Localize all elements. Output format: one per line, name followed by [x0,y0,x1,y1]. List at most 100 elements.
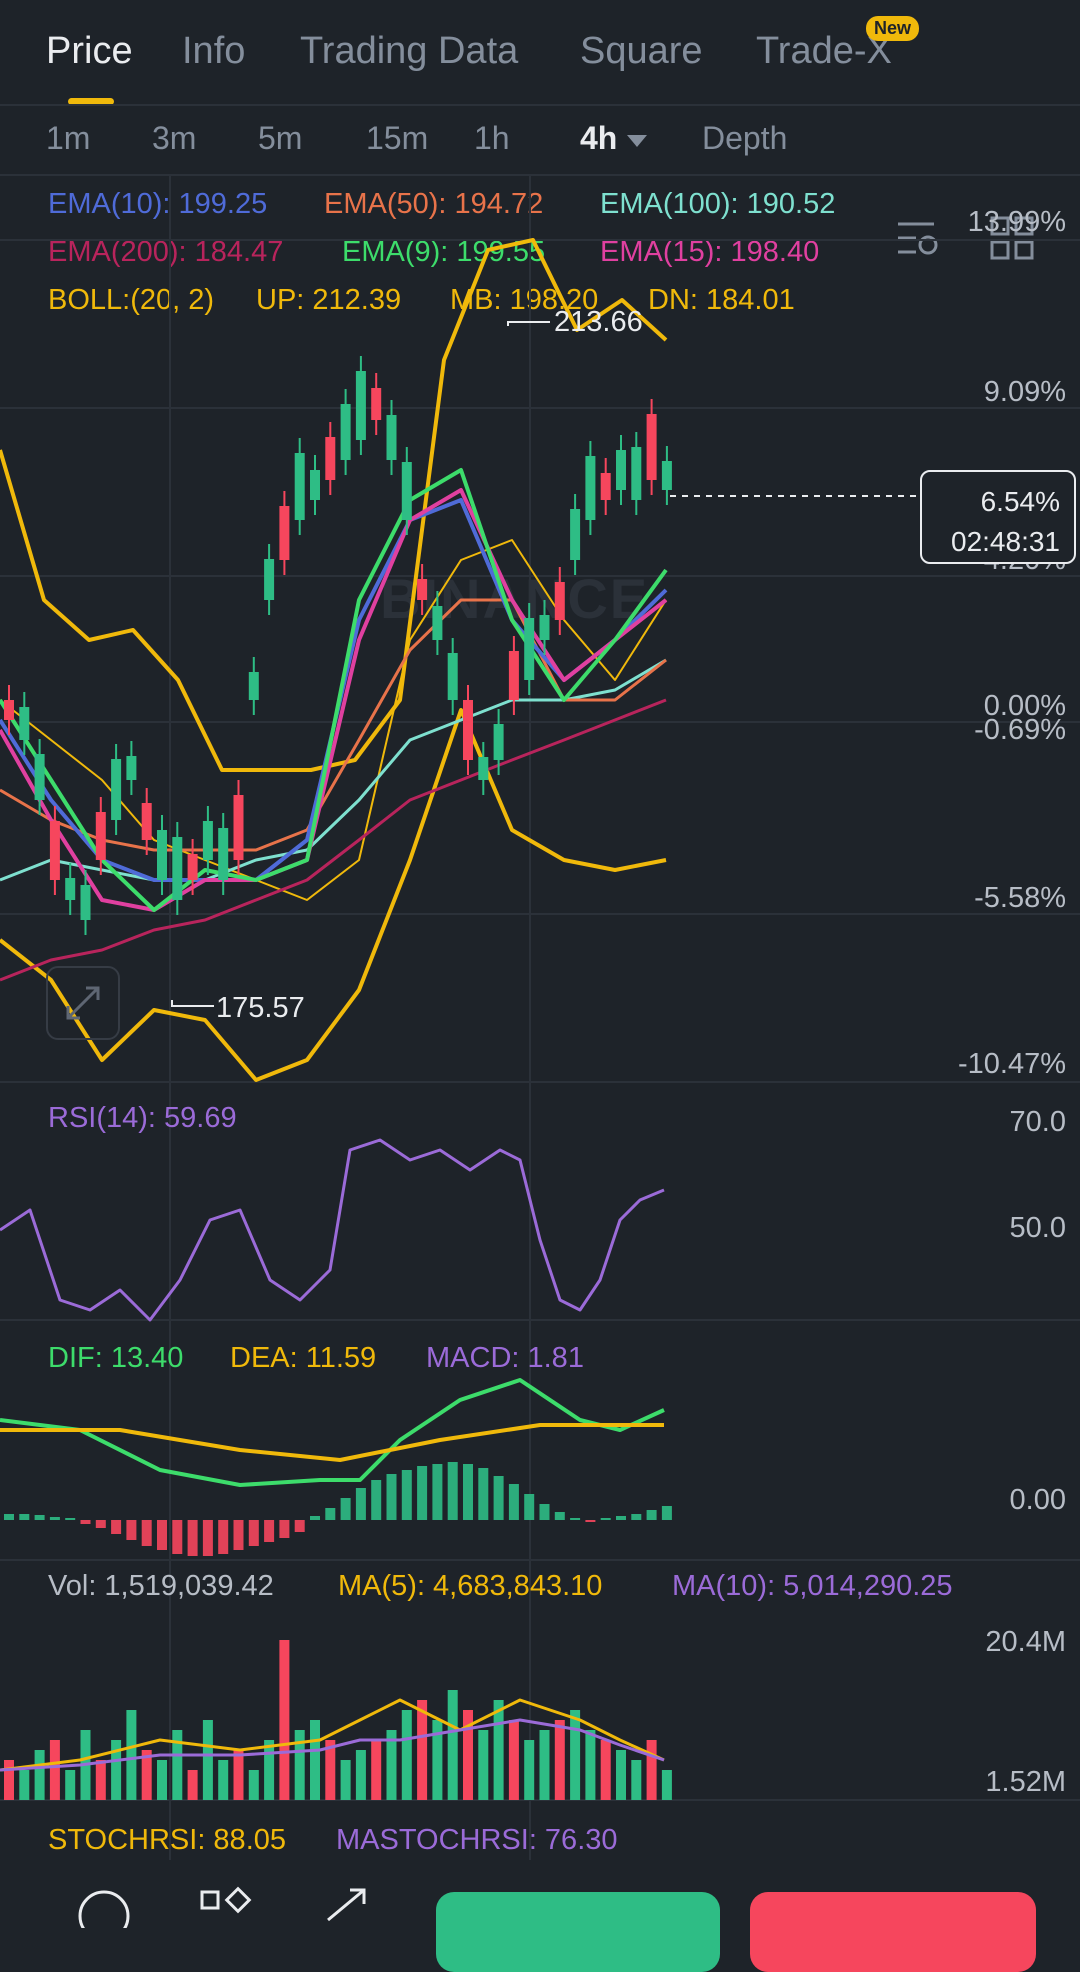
candle-body [49,821,60,880]
candle-body [248,672,259,700]
macd-histogram-bar [600,1518,611,1520]
chevron-down-icon [627,134,648,147]
bottom-action-bar [0,1866,1080,1928]
interval-5m[interactable]: 5m [258,120,303,156]
current-change: 6.54% [980,486,1060,517]
candle-body [65,878,76,900]
candle-body [233,795,244,860]
interval-depth[interactable]: Depth [702,120,788,156]
grid-layout-icon[interactable] [988,214,1036,262]
interval-4h[interactable]: 4h [580,120,648,157]
candle-body [463,700,473,760]
interval-15m[interactable]: 15m [366,120,429,156]
top-tabs: Price Info Trading Data Square Trade-X N… [0,0,1080,105]
candle-body [310,470,320,500]
macd-histogram-bar [80,1520,91,1524]
candle-body [4,700,14,720]
ema200-legend: EMA(200): 184.47 [48,236,284,268]
volume-bar [386,1730,397,1800]
macd-histogram-bar [570,1518,581,1520]
more-icon[interactable] [76,1888,132,1928]
sell-button[interactable] [750,1892,1036,1972]
macd-histogram-bar [371,1480,382,1520]
candle-body [432,606,443,640]
boll-dn-legend: DN: 184.01 [648,284,795,316]
candle-body [493,724,504,760]
ema15-line [0,488,668,912]
macd-histogram-bar [294,1520,305,1532]
candle-body [111,759,122,820]
candle-body [371,388,382,420]
volume-bar [478,1730,489,1800]
candle-body [386,415,397,460]
vol-axis-label: 20.4M [985,1626,1066,1658]
volume-ma5-line [0,1698,665,1772]
ema100-legend: EMA(100): 190.52 [600,188,836,220]
volume-bar [340,1760,351,1800]
drawing-tool-icon[interactable] [320,1884,376,1924]
price-axis-label: 9.09% [983,376,1066,408]
interval-4h-label: 4h [580,120,618,156]
volume-bar [141,1750,152,1800]
volume-bar [218,1760,229,1800]
ema50-legend: EMA(50): 194.72 [324,188,544,220]
interval-3m[interactable]: 3m [152,120,197,156]
macd-histogram-bar [554,1512,565,1520]
volume-bar [65,1770,76,1800]
tab-square[interactable]: Square [580,30,703,72]
volume-bar [202,1720,213,1800]
volume-bar [493,1700,504,1800]
macd-histogram-bar [279,1520,290,1538]
candle-body [202,821,213,860]
macd-histogram-bar [401,1470,412,1520]
candle-body [95,812,106,860]
candle-body [218,828,229,880]
volume-bar [585,1730,596,1800]
low-price-label: 175.57 [216,992,305,1024]
volume-bar [355,1750,366,1800]
volume-bar [554,1720,565,1800]
macd-histogram-bar [585,1520,596,1522]
candlestick-chart[interactable] [0,0,1080,1923]
price-axis-label: -0.69% [974,714,1066,746]
candle-body [447,653,458,700]
candle-body [524,618,535,680]
macd-histogram-bar [233,1520,244,1550]
low-marker-line [171,1000,214,1007]
macd-histogram-bar [19,1514,30,1520]
candle-body [401,462,412,520]
macd-histogram-bar [340,1498,351,1520]
volume-bar [325,1740,336,1800]
macd-histogram-bar [157,1520,167,1550]
chart-settings-icon[interactable] [894,214,942,262]
macd-histogram-bar [661,1506,672,1520]
macd-legend: MACD: 1.81 [426,1342,584,1374]
expand-button[interactable] [46,966,120,1040]
volume-bar [432,1720,443,1800]
price-axis-label: 0.00% [983,690,1066,722]
candle-body [294,453,305,520]
macd-histogram-bar [524,1494,535,1520]
macd-histogram-bar [463,1464,473,1520]
price-axis-label: 13.99% [967,206,1066,238]
divider [0,174,1080,176]
volume-bar [661,1770,672,1800]
rsi-axis-label: 70.0 [1009,1106,1066,1138]
divider [0,104,1080,106]
candle-body [478,757,489,780]
candle-body [585,456,596,520]
tab-price[interactable]: Price [46,30,133,72]
shapes-icon[interactable] [198,1884,254,1924]
boll-upper-line [0,238,668,772]
tab-trading-data[interactable]: Trading Data [300,30,519,72]
interval-1m[interactable]: 1m [46,120,91,156]
candle-body [554,582,565,620]
candle-body [126,756,137,780]
volume-bar [539,1730,550,1800]
candle-body [616,450,626,490]
tab-info[interactable]: Info [182,30,246,72]
interval-1h[interactable]: 1h [474,120,510,156]
buy-button[interactable] [436,1892,720,1972]
volume-bar [248,1770,259,1800]
volume-bar [34,1750,45,1800]
